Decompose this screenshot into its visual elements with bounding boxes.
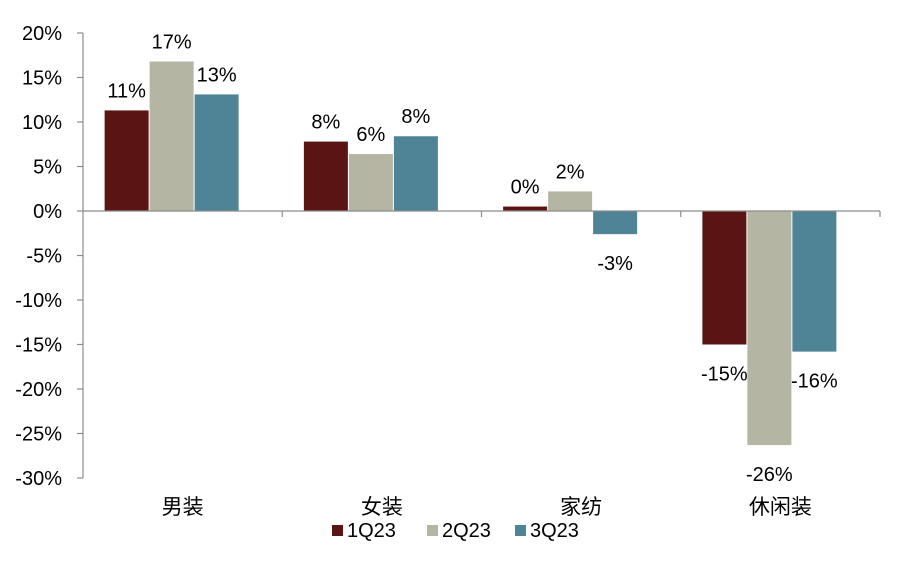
data-label-1q23-2: 8% [311, 112, 340, 134]
bar-3q23-4 [792, 211, 837, 352]
y-tick-label: -15% [15, 335, 62, 357]
data-label-2q23-3: 2% [556, 161, 585, 183]
data-label-1q23-1: 11% [107, 80, 146, 102]
bar-3q23-2 [393, 136, 438, 211]
data-label-3q23-4: -16% [791, 371, 838, 393]
category-label-2: 女装 [361, 495, 403, 519]
bars [104, 61, 837, 446]
bar-1q23-2 [303, 141, 348, 211]
data-label-2q23-2: 6% [356, 124, 385, 146]
bar-1q23-4 [702, 211, 747, 345]
y-tick-label: 0% [33, 201, 62, 223]
y-tick-label: -25% [15, 424, 62, 446]
y-tick-label: -20% [15, 379, 62, 401]
data-label-2q23-4: -26% [746, 464, 793, 486]
legend-swatch-1q23 [332, 525, 343, 536]
legend-label-2q23: 2Q23 [442, 520, 491, 542]
y-tick-label: -10% [15, 290, 62, 312]
bar-1q23-3 [503, 206, 548, 211]
bar-2q23-2 [348, 154, 393, 211]
legend: 1Q23 2Q23 3Q23 [332, 520, 579, 542]
category-label-3: 家纺 [560, 495, 602, 519]
data-labels: 11% 17%13% 8% 6% 8% 0% 2% -3% -15% -26% -16% [107, 31, 838, 486]
bar-2q23-4 [747, 211, 792, 446]
bar-2q23-3 [548, 191, 593, 211]
category-labels: 男装 女装 家纺 休闲装 [162, 495, 812, 519]
legend-swatch-3q23 [515, 525, 526, 536]
data-label-1q23-4: -15% [701, 364, 748, 386]
data-label-3q23-2: 8% [401, 106, 430, 128]
bar-3q23-1 [194, 94, 239, 211]
legend-label-3q23: 3Q23 [530, 520, 579, 542]
bar-1q23-1 [104, 110, 149, 211]
y-tick-label: 20% [22, 23, 62, 45]
bar-2q23-1 [149, 61, 194, 212]
legend-swatch-2q23 [427, 525, 438, 536]
category-label-4: 休闲装 [749, 495, 812, 519]
data-label-1q23-3: 0% [511, 177, 540, 199]
y-tick-label: 15% [22, 68, 62, 90]
y-tick-label: 10% [22, 112, 62, 134]
data-label-2q23-1: 17% [152, 31, 192, 53]
legend-label-1q23: 1Q23 [347, 520, 396, 542]
bar-3q23-3 [593, 211, 638, 235]
y-tick-label: 5% [33, 157, 62, 179]
data-label-3q23-3: -3% [597, 253, 633, 275]
y-tick-label: -30% [15, 468, 62, 490]
y-tick-label: -5% [26, 246, 62, 268]
data-label-3q23-1: 13% [197, 64, 237, 86]
y-axis: 20% 15% 10% 5% 0% -5% -10% -15% -20% -25% -30% [15, 23, 84, 490]
x-axis [83, 210, 881, 217]
category-label-1: 男装 [162, 495, 204, 519]
